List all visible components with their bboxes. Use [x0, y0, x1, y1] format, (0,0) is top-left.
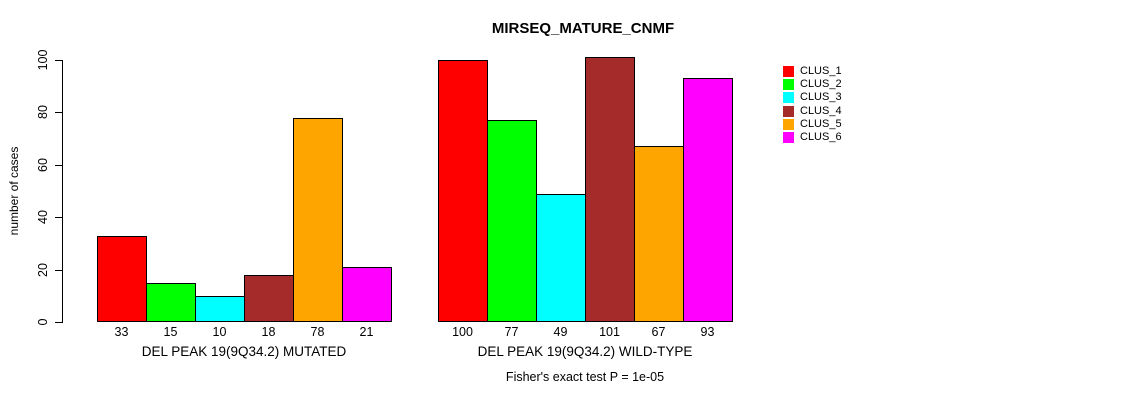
y-axis-tick-label: 60 — [36, 158, 50, 172]
bar-clus_4-group1 — [244, 275, 294, 322]
group-axis-label: DEL PEAK 19(9Q34.2) MUTATED — [141, 344, 347, 359]
y-axis-tick-label: 100 — [36, 49, 50, 71]
legend-swatch-icon — [783, 66, 794, 78]
bar-clus_3-group1 — [195, 296, 245, 322]
bar-value-label: 15 — [163, 325, 178, 339]
legend-label: CLUS_6 — [800, 131, 842, 144]
group-axis-label: DEL PEAK 19(9Q34.2) WILD-TYPE — [477, 344, 693, 359]
footnote-pvalue: Fisher's exact test P = 1e-05 — [505, 370, 665, 384]
legend-swatch-icon — [783, 92, 794, 104]
y-axis-tick-label: 40 — [36, 210, 50, 224]
legend-label: CLUS_3 — [800, 91, 842, 104]
legend-item: CLUS_3 — [783, 91, 842, 104]
bar-value-label: 93 — [700, 325, 715, 339]
bar-value-label: 33 — [114, 325, 129, 339]
legend-swatch-icon — [783, 118, 794, 130]
bar-clus_3-group2 — [536, 194, 586, 322]
bar-value-label: 21 — [359, 325, 374, 339]
bar-clus_2-group1 — [146, 283, 196, 322]
y-axis-label: number of cases — [7, 146, 21, 236]
legend-item: CLUS_1 — [783, 65, 842, 78]
bar-clus_4-group2 — [585, 57, 635, 322]
y-axis-tick-label: 0 — [36, 318, 50, 326]
bar-clus_5-group1 — [293, 118, 343, 322]
y-axis-tick-label: 80 — [36, 105, 50, 119]
legend-label: CLUS_1 — [800, 65, 842, 78]
legend-item: CLUS_2 — [783, 78, 842, 91]
bar-clus_1-group2 — [438, 60, 488, 322]
legend-label: CLUS_5 — [800, 117, 842, 130]
y-axis-line — [62, 60, 63, 323]
bar-clus_2-group2 — [487, 120, 537, 322]
legend-label: CLUS_2 — [800, 78, 842, 91]
legend-swatch-icon — [783, 132, 794, 144]
bar-value-label: 49 — [553, 325, 568, 339]
bar-value-label: 67 — [651, 325, 666, 339]
chart-title: MIRSEQ_MATURE_CNMF — [491, 20, 675, 37]
y-axis-tick — [55, 165, 62, 166]
legend-label: CLUS_4 — [800, 104, 842, 117]
y-axis-tick-label: 20 — [36, 263, 50, 277]
legend: CLUS_1 CLUS_2 CLUS_3 CLUS_4 CLUS_5 CLUS_6 — [783, 65, 842, 144]
y-axis-tick — [55, 217, 62, 218]
bar-value-label: 10 — [212, 325, 227, 339]
legend-item: CLUS_6 — [783, 131, 842, 144]
legend-item: CLUS_4 — [783, 105, 842, 118]
legend-swatch-icon — [783, 79, 794, 91]
legend-item: CLUS_5 — [783, 118, 842, 131]
bar-clus_1-group1 — [97, 236, 147, 322]
bar-value-label: 78 — [310, 325, 325, 339]
bar-value-label: 18 — [261, 325, 276, 339]
y-axis-tick — [55, 112, 62, 113]
y-axis-tick — [55, 322, 62, 323]
y-axis-tick — [55, 270, 62, 271]
bar-value-label: 100 — [452, 325, 473, 339]
bar-clus_5-group2 — [634, 146, 684, 322]
y-axis-tick — [55, 60, 62, 61]
legend-swatch-icon — [783, 105, 794, 117]
bar-clus_6-group1 — [342, 267, 392, 322]
bar-value-label: 77 — [504, 325, 519, 339]
bar-clus_6-group2 — [683, 78, 733, 322]
bar-value-label: 101 — [599, 325, 620, 339]
